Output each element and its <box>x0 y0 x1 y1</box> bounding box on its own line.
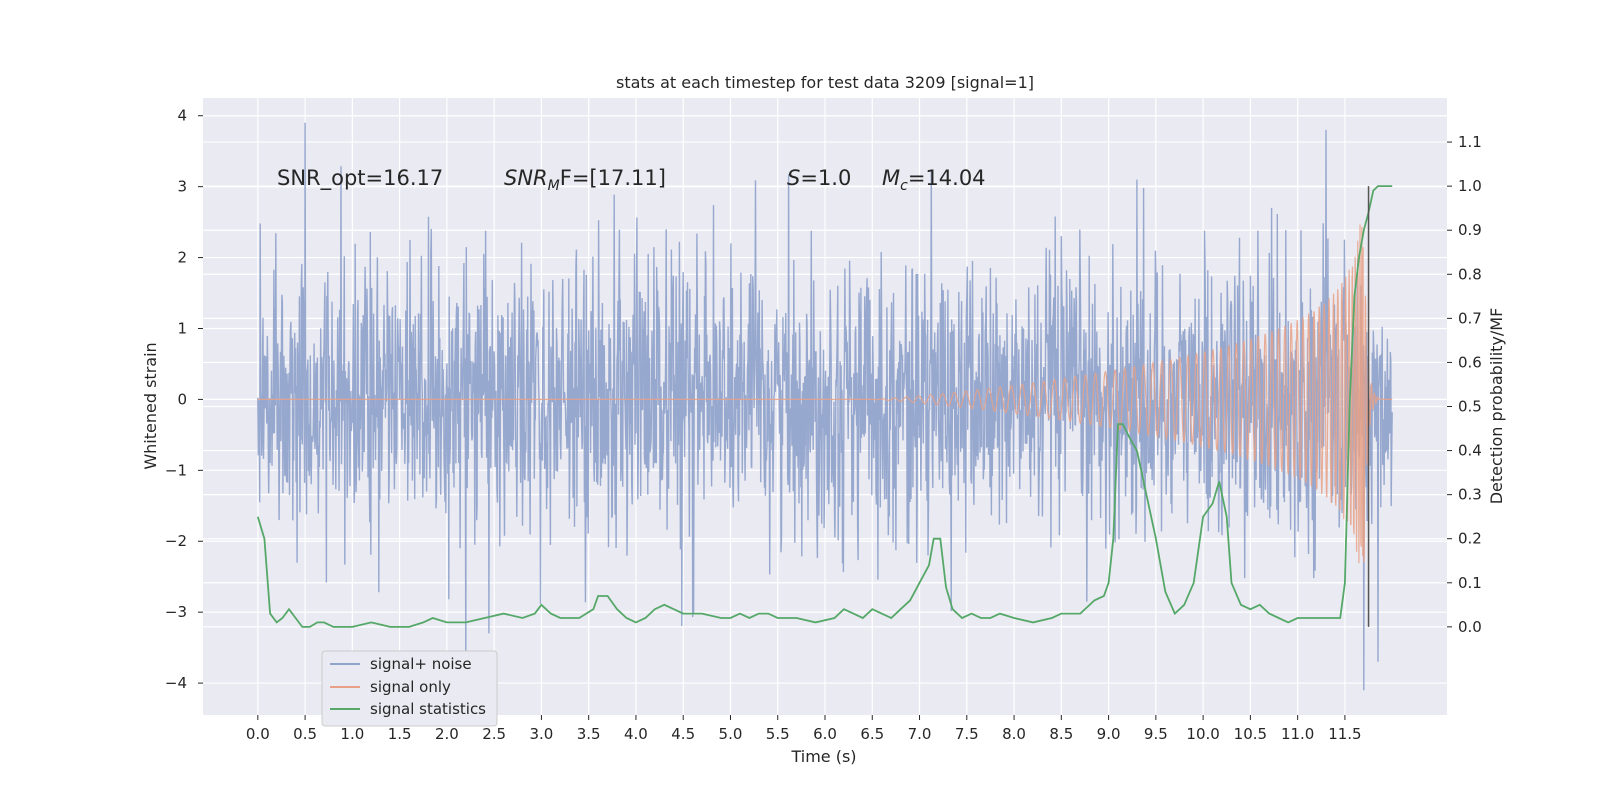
tick-layer: 0.0 0.5 1.0 1.5 2.0 2.5 3.0 3.5 4.0 4.5 5.0 5.5 6.0 6… <box>165 107 1482 743</box>
stat-layer <box>256 185 1393 628</box>
y2-tick-label: 0.9 <box>1458 221 1482 239</box>
y2-tick-label: 0.2 <box>1458 530 1482 548</box>
mc-value: =14.04 <box>908 166 986 190</box>
annotation-mc: Mc=14.04 <box>882 166 986 194</box>
y-tick-label: 2 <box>177 249 187 267</box>
x-tick-label: 3.5 <box>577 725 601 743</box>
x-tick-label: 9.0 <box>1097 725 1121 743</box>
x-tick-label: 4.5 <box>671 725 695 743</box>
legend: signal+ noise signal only signal statist… <box>321 650 498 727</box>
x-tick-label: 9.5 <box>1144 725 1168 743</box>
x-tick-label: 5.0 <box>719 725 743 743</box>
x-tick-label: 8.0 <box>1002 725 1026 743</box>
y2-tick-label: 0.1 <box>1458 574 1482 592</box>
y-axis-label: Whitened strain <box>141 342 160 469</box>
annotation-s: S=1.0 <box>787 166 851 190</box>
y2-tick-label: 0.3 <box>1458 486 1482 504</box>
x-tick-label: 0.0 <box>246 725 270 743</box>
x-tick-label: 11.5 <box>1328 725 1361 743</box>
y2-tick-label: 1.0 <box>1458 177 1482 195</box>
legend-box <box>321 650 498 727</box>
y-tick-label: −1 <box>165 461 187 479</box>
x-tick-label: 2.0 <box>435 725 459 743</box>
snr-mf-suffix: F=[17.11] <box>560 166 666 190</box>
x-tick-label: 6.0 <box>813 725 837 743</box>
x-tick-label: 7.5 <box>955 725 979 743</box>
snr-mf-prefix: SNR <box>504 166 548 190</box>
y-tick-label: 0 <box>177 390 187 408</box>
legend-label-signal: signal only <box>370 678 451 696</box>
x-tick-label: 3.0 <box>529 725 553 743</box>
series-signal-only <box>257 224 1393 564</box>
x-tick-label: 1.0 <box>340 725 364 743</box>
s-label: S <box>787 166 800 190</box>
y2-tick-label: 0.4 <box>1458 442 1482 460</box>
y2-tick-label: 0.8 <box>1458 265 1482 283</box>
x-tick-label: 8.5 <box>1049 725 1073 743</box>
x-tick-label: 11.0 <box>1281 725 1314 743</box>
legend-label-stat: signal statistics <box>370 700 486 718</box>
mc-label: M <box>882 166 900 190</box>
x-axis-label: Time (s) <box>790 747 856 766</box>
y-tick-label: 3 <box>177 178 187 196</box>
chart-title: stats at each timestep for test data 320… <box>616 73 1034 92</box>
y-tick-label: 1 <box>177 319 187 337</box>
y2-tick-label: 0.6 <box>1458 353 1482 371</box>
x-tick-label: 4.0 <box>624 725 648 743</box>
y2-tick-label: 1.1 <box>1458 133 1482 151</box>
x-tick-label: 10.0 <box>1186 725 1219 743</box>
legend-label-noise: signal+ noise <box>370 655 472 673</box>
x-tick-label: 0.5 <box>293 725 317 743</box>
y2-tick-label: 0.0 <box>1458 618 1482 636</box>
y-tick-label: −3 <box>165 603 187 621</box>
mc-sub: c <box>900 178 908 194</box>
annotation-snr-opt: SNR_opt=16.17 <box>277 166 443 191</box>
x-tick-label: 2.5 <box>482 725 506 743</box>
y2-axis-label: Detection probability/MF <box>1487 308 1506 505</box>
x-tick-label: 5.5 <box>766 725 790 743</box>
y-tick-label: −2 <box>165 532 187 550</box>
y2-tick-label: 0.7 <box>1458 309 1482 327</box>
s-value: =1.0 <box>800 166 851 190</box>
annotation-snr-mf: SNRMF=[17.11] <box>504 166 666 194</box>
snr-mf-sub: M <box>548 178 560 194</box>
y-tick-label: −4 <box>165 674 187 692</box>
signal-layer <box>257 224 1393 564</box>
y2-tick-label: 0.5 <box>1458 398 1482 416</box>
x-tick-label: 7.0 <box>908 725 932 743</box>
y-tick-label: 4 <box>177 107 187 125</box>
x-tick-label: 1.5 <box>388 725 412 743</box>
x-tick-label: 10.5 <box>1234 725 1267 743</box>
x-tick-label: 6.5 <box>860 725 884 743</box>
series-signal-statistics <box>256 185 1393 628</box>
